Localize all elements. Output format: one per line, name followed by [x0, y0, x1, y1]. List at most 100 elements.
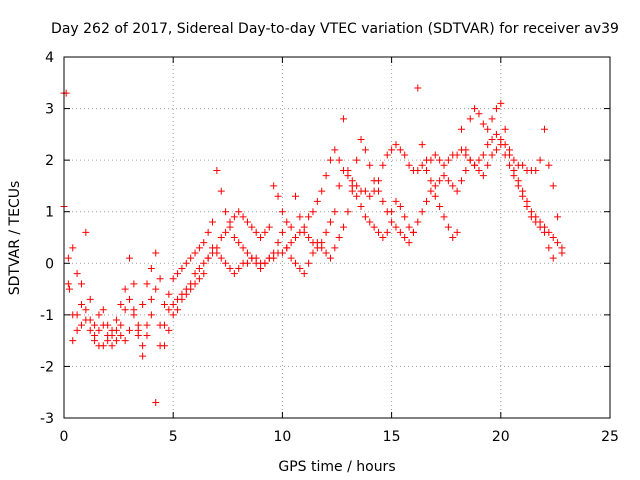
data-point [427, 156, 435, 164]
data-point [152, 249, 160, 257]
x-tick-label: 10 [273, 429, 291, 445]
data-point [77, 321, 85, 329]
data-point [305, 213, 313, 221]
data-point [239, 244, 247, 252]
data-point [449, 182, 457, 190]
series-track-c [64, 136, 557, 350]
data-point [436, 177, 444, 185]
data-point [492, 146, 500, 154]
x-axis-label: GPS time / hours [278, 459, 395, 475]
chart-title: Day 262 of 2017, Sidereal Day-to-day VTE… [51, 21, 619, 37]
data-point [69, 337, 77, 345]
data-point [274, 192, 282, 200]
data-point [361, 213, 369, 221]
data-point [506, 146, 514, 154]
data-point [462, 166, 470, 174]
data-point [226, 223, 234, 231]
data-point [243, 218, 251, 226]
data-point [160, 301, 168, 309]
data-point [549, 182, 557, 190]
data-point [217, 234, 225, 241]
data-point [519, 192, 527, 200]
data-point [69, 244, 77, 252]
data-point [95, 326, 103, 334]
data-point [488, 151, 496, 159]
data-point [427, 187, 435, 195]
data-point [488, 115, 496, 123]
data-point [318, 187, 326, 195]
data-point [554, 239, 562, 247]
data-point [514, 182, 522, 190]
data-point [86, 326, 94, 334]
data-point [444, 223, 452, 231]
data-point [492, 105, 500, 113]
data-point [370, 223, 378, 231]
y-tick-label: -2 [40, 359, 54, 375]
data-point [444, 156, 452, 164]
data-point [121, 337, 129, 345]
data-point [292, 259, 300, 267]
data-point [549, 234, 557, 241]
data-point [287, 254, 295, 262]
x-tick-label: 5 [169, 429, 178, 445]
data-point [182, 259, 190, 267]
data-point [545, 244, 553, 252]
data-point [423, 166, 431, 174]
data-point [230, 270, 238, 278]
data-point [414, 166, 422, 174]
data-point [143, 331, 151, 339]
data-point [331, 244, 339, 252]
data-point [265, 254, 273, 262]
data-point [108, 342, 116, 350]
data-point [64, 254, 72, 262]
data-point [309, 249, 317, 257]
data-point [278, 208, 286, 216]
data-point [278, 228, 286, 236]
data-point [292, 192, 300, 200]
data-point [331, 146, 339, 154]
data-point [335, 234, 343, 241]
data-point [475, 166, 483, 174]
data-point [392, 223, 400, 231]
data-point [396, 203, 404, 211]
data-point [95, 311, 103, 319]
data-point [261, 228, 269, 236]
data-point [139, 301, 147, 309]
data-point [532, 218, 540, 226]
data-point [261, 259, 269, 267]
data-point [169, 311, 177, 319]
data-point [126, 254, 134, 262]
data-point [91, 321, 99, 329]
data-point [112, 337, 120, 345]
axis-ticks: -3 -2 -1 0 1 2 3 4 0 5 10 15 20 25 [40, 50, 619, 445]
data-point [536, 156, 544, 164]
data-point [305, 259, 313, 267]
data-point [396, 146, 404, 154]
data-point [217, 254, 225, 262]
data-point [226, 264, 234, 272]
data-point [436, 203, 444, 211]
data-point [444, 177, 452, 185]
data-point [322, 228, 330, 236]
data-point [270, 182, 278, 190]
data-point [318, 244, 326, 252]
data-point [134, 321, 142, 329]
data-point [344, 208, 352, 216]
data-point [326, 218, 334, 226]
data-point [335, 182, 343, 190]
data-point [200, 239, 208, 247]
data-point [357, 136, 365, 144]
data-point [121, 285, 129, 293]
data-point [178, 295, 186, 303]
data-point [558, 249, 566, 257]
data-point [174, 270, 182, 278]
data-point [388, 146, 396, 154]
data-point [248, 223, 256, 231]
data-point [418, 141, 426, 149]
data-point [235, 264, 243, 272]
plot-frame [63, 56, 611, 419]
data-point [112, 316, 120, 324]
data-point [86, 316, 94, 324]
data-point [366, 161, 374, 169]
data-point [165, 290, 173, 298]
